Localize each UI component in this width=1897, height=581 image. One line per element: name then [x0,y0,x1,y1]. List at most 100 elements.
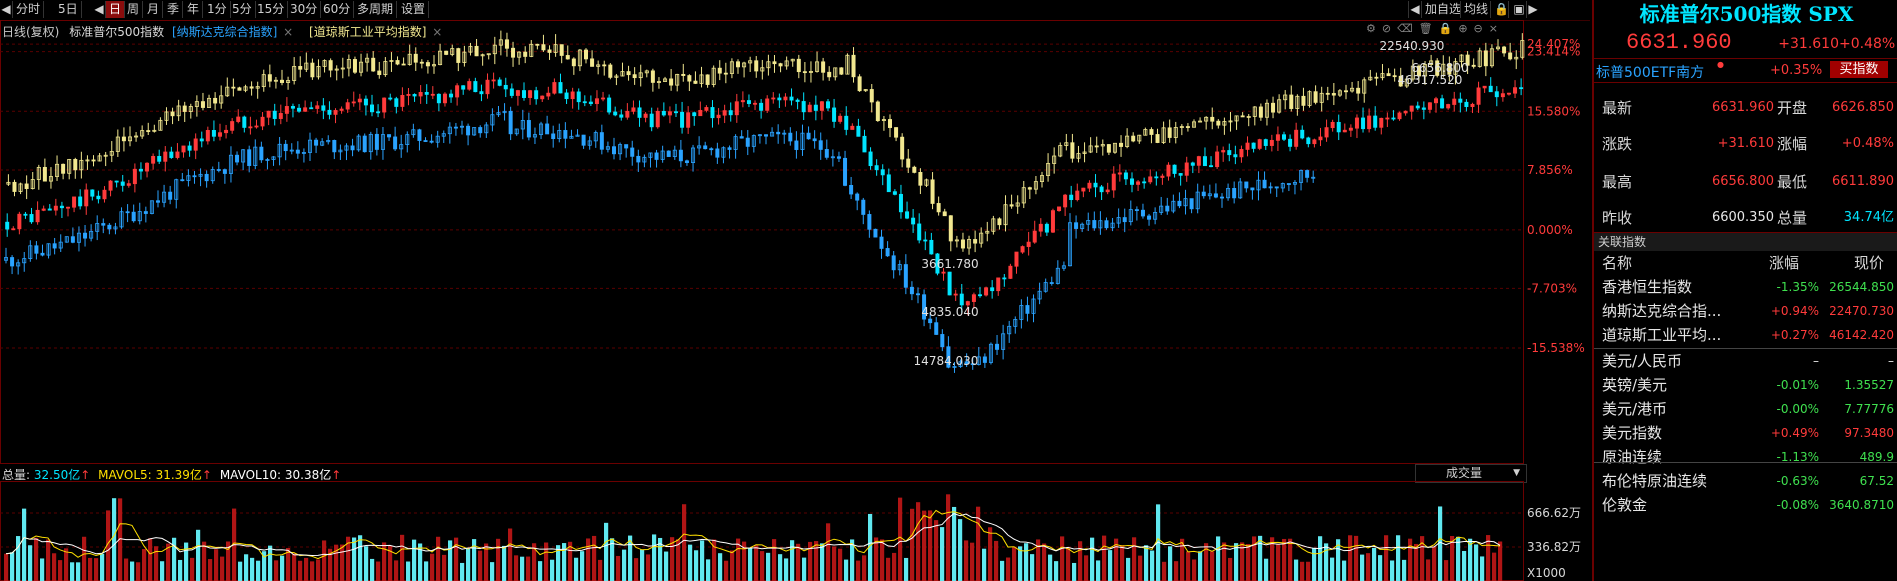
volume-bar [934,520,939,581]
lock-chart-icon[interactable]: 🔒 [1438,22,1459,35]
etf-link[interactable]: 标普500ETF南方 [1596,65,1705,81]
candle-body [1172,164,1177,174]
volume-bar [490,562,495,581]
related-index-row[interactable]: 英镑/美元 -0.01% 1.35527 [1594,373,1897,397]
candle-body [413,53,418,63]
related-index-row[interactable]: 美元/港币 -0.00% 7.77776 [1594,397,1897,421]
related-index-row[interactable]: 道琼斯工业平均... +0.27% 46142.420 [1594,323,1897,347]
tab-5day[interactable]: 5日 [55,1,82,18]
tab-month[interactable]: 月 [144,1,164,18]
tab-multi-period[interactable]: 多周期 [354,1,398,18]
related-index-row[interactable]: 美元/人民币 – – [1594,349,1897,373]
volume-indicator-dropdown[interactable]: 成交量 ▼ [1415,464,1527,483]
candle-body [267,74,272,82]
volume-bar [250,557,255,581]
lock-icon[interactable]: 🔒 [1490,1,1511,18]
back-arrow-icon[interactable]: ◀ [1408,1,1421,18]
candle-body [948,215,953,242]
candle-body [1165,205,1170,212]
price-chart[interactable]: 24.407%23.414% 15.580% 7.856% 0.000% -7.703%… [0,20,1590,464]
related-index-row[interactable]: 美元指数 +0.49% 97.3480 [1594,421,1897,445]
candle-body [1318,136,1323,141]
tab-day[interactable]: 日 [106,1,126,18]
tab-season[interactable]: 季 [164,1,184,18]
candle-body [67,159,72,174]
trash-icon[interactable]: 🗑 [1418,22,1439,35]
chart-border [0,20,1524,464]
candle-body [265,159,270,161]
zoom-in-icon[interactable]: ⊕ [1458,22,1474,35]
collapse-arrow-icon[interactable]: ◀ [93,1,106,18]
volume-bar [46,539,51,581]
tab-5min[interactable]: 5分 [229,1,256,18]
candle-body [709,148,714,151]
close-dow-icon[interactable]: × [432,25,443,39]
next-arrow-icon[interactable]: ▶ [1526,1,1539,18]
candle-body [228,154,233,174]
prev-arrow-icon[interactable]: ◀ [0,1,13,18]
compare-icon[interactable]: ⊘ [1381,22,1398,35]
candle-body [891,255,896,271]
tab-week[interactable]: 周 [124,1,144,18]
zoom-out-icon[interactable]: ⊖ [1473,22,1489,35]
candle-body [16,262,21,267]
close-chart-icon[interactable]: × [1488,22,1504,35]
mavol5-line [5,509,1501,560]
candle-body [52,243,57,249]
compare-dow-label[interactable]: [道琼斯工业平均指数] [309,25,427,39]
tab-fenshi[interactable]: 分时 [13,1,45,18]
related-index-title: 关联指数 [1594,233,1897,251]
tab-settings[interactable]: 设置 [398,1,430,18]
candle-body [796,58,801,73]
compare-nasdaq-label[interactable]: [纳斯达克综合指数] [171,25,278,39]
related-index-row[interactable]: 原油连续 -1.13% 489.9 [1594,445,1897,469]
window-icon[interactable]: ▣ [1508,1,1529,18]
quote-key: 开盘 [1777,99,1808,117]
candle-body [138,168,143,172]
volume-bar [1492,552,1497,581]
draw-icon[interactable]: ⌫ [1397,22,1419,35]
tab-60min[interactable]: 60分 [320,1,355,18]
tab-1min[interactable]: 1分 [204,1,231,18]
candle-body [988,343,993,363]
buy-index-button[interactable]: 买指数 [1830,61,1888,78]
mavol10-line [5,513,1501,557]
candle-body [441,133,446,137]
tab-year[interactable]: 年 [184,1,204,18]
candle-body [1257,139,1262,149]
tab-30min[interactable]: 30分 [287,1,322,18]
candle-body [1453,61,1458,75]
volume-chart[interactable]: 666.62万 336.82万 X1000 [0,481,1590,581]
related-index-row[interactable]: 伦敦金 -0.08% 3640.8710 [1594,493,1897,517]
price-annotation: 14784.030 [914,354,979,368]
related-index-row[interactable]: 布伦特原油连续 -0.63% 67.52 [1594,469,1897,493]
candle-body [286,80,291,83]
related-header: 名称 涨幅 现价 [1594,251,1897,275]
candle-body [1246,116,1251,118]
candle-body [303,107,308,112]
candle-body [339,108,344,111]
volume-bar [112,498,117,581]
volume-bar [1480,556,1485,581]
volume-bar [802,557,807,581]
tab-15min[interactable]: 15分 [254,1,289,18]
related-index-row[interactable]: 香港恒生指数 -1.35% 26544.850 [1594,275,1897,299]
candle-body [875,101,880,122]
add-watchlist-button[interactable]: 加自选 [1421,1,1464,18]
related-index-row[interactable]: 纳斯达克综合指... +0.94% 22470.730 [1594,299,1897,323]
candle-body [522,90,527,98]
related-change: +0.49% [1770,426,1819,440]
panel-price: 6631.960 [1626,30,1732,55]
close-nasdaq-icon[interactable]: × [283,25,294,39]
candle-body [1496,46,1501,50]
volume-bar [898,497,903,581]
candle-body [569,135,574,139]
ma-button[interactable]: 均线 [1460,1,1491,18]
candle-body [461,85,466,90]
candle-body [940,334,945,348]
settings-icon[interactable]: ⚙ [1366,22,1382,35]
candle-body [838,115,843,122]
volume-bar [676,539,681,581]
volume-bar [652,534,657,581]
candle-body [535,43,540,46]
